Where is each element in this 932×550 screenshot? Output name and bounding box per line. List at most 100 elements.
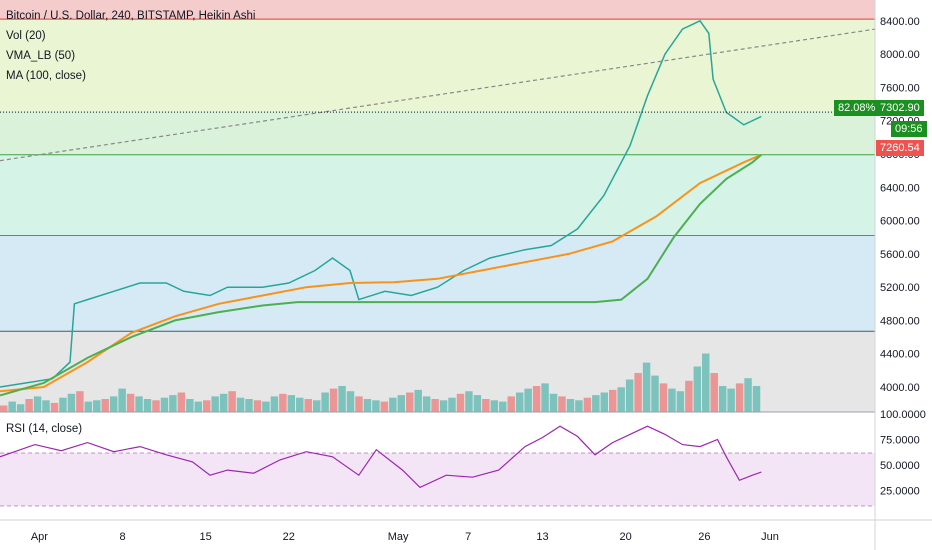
volume-bar [651,375,659,412]
volume-bar [668,388,676,412]
volume-bar [228,391,236,412]
volume-bar [507,396,515,412]
volume-bar [659,383,668,412]
rsi-tick-label: 50.0000 [880,460,920,472]
y-tick-label: 5600.00 [880,249,920,261]
volume-bar [363,399,372,412]
volume-bar [634,373,642,412]
volume-bar [270,396,279,412]
symbol-title[interactable]: Bitcoin / U.S. Dollar, 240, BITSTAMP, He… [6,10,256,22]
x-tick-label: 22 [283,531,295,543]
volume-bar [702,353,710,412]
volume-bar [524,388,532,412]
volume-bar [203,400,211,412]
volume-bar [67,393,76,412]
y-tick-label: 8400.00 [880,16,920,28]
volume-bar [143,399,152,412]
volume-bar [490,400,499,412]
volume-bar [236,397,245,412]
volume-bar [296,397,304,412]
volume-bar [718,386,727,412]
volume-bar [279,393,287,412]
volume-bar [744,378,752,412]
volume-bar [456,393,465,412]
volume-bar [431,399,439,412]
x-tick-label: Apr [31,531,48,543]
trend-line[interactable] [0,28,876,162]
volume-bar [304,399,312,412]
volume-bar [219,393,228,412]
volume-bar [389,397,397,412]
countdown-tag: 09:56 [891,121,927,137]
last-price-tag: 7302.90 [876,100,924,116]
price-zone-0 [0,0,875,20]
volume-bar [76,391,84,412]
rsi-tick-label: 100.0000 [880,409,926,421]
volume-bar [346,391,355,412]
y-tick-label: 4000.00 [880,382,920,394]
volume-bar [152,400,160,412]
rsi-indicator-label[interactable]: RSI (14, close) [6,423,83,435]
volume-bar [532,386,541,412]
volume-bar [8,401,16,412]
rsi-tick-label: 75.0000 [880,435,920,447]
volume-bar [50,402,59,412]
y-tick-label: 7600.00 [880,82,920,94]
volume-bar [109,396,118,412]
y-tick-label: 8000.00 [880,49,920,61]
x-tick-label: 7 [465,531,471,543]
volume-bar [33,396,42,412]
volume-bar [177,392,186,412]
volume-bar [499,401,507,412]
volume-bar [169,395,177,412]
volume-bar [0,405,8,412]
volume-bar [422,396,431,412]
volume-bar [84,401,93,412]
volume-bar [710,373,718,412]
volume-bar [609,389,617,412]
volume-bar [583,397,592,412]
y-tick-label: 6000.00 [880,216,920,228]
vma-indicator-label[interactable]: VMA_LB (50) [6,50,76,62]
price-series [0,19,762,388]
volume-bar [380,401,389,412]
volume-bar [253,400,262,412]
volume-bar [16,404,25,412]
price-zone-2 [0,110,875,155]
volume-bar [186,399,194,412]
x-tick-label: 26 [698,531,710,543]
volume-bar [372,400,380,412]
volume-bar [549,393,558,412]
rsi-line [0,425,762,489]
volume-bar [448,397,456,412]
volume-bar [338,386,346,412]
volume-bar [101,399,109,412]
volume-bar [676,391,685,412]
volume-bar [473,395,482,412]
chart-legend: Bitcoin / U.S. Dollar, 240, BITSTAMP, He… [6,6,255,86]
x-tick-label: May [388,531,409,543]
volume-bar [642,362,651,412]
percent-tag: 82.08% [834,100,880,116]
volume-bar [685,380,693,412]
volume-bar [406,392,414,412]
volume-bar [575,400,583,412]
volume-bar [625,379,634,412]
volume-bar [397,395,405,412]
volume-bar [42,400,50,412]
y-tick-label: 4400.00 [880,349,920,361]
volume-bar [211,396,219,412]
volume-bar [439,400,448,412]
vol-indicator-label[interactable]: Vol (20) [6,30,46,42]
vma-line [0,154,762,397]
volume-bar [59,397,67,412]
volume-bar [693,366,702,412]
volume-bar [160,397,169,412]
volume-bar [541,383,549,412]
volume-bar [287,395,296,412]
ma-indicator-label[interactable]: MA (100, close) [6,70,86,82]
volume-bar [566,399,575,412]
volume-bar [245,399,253,412]
volume-bar [592,395,600,412]
